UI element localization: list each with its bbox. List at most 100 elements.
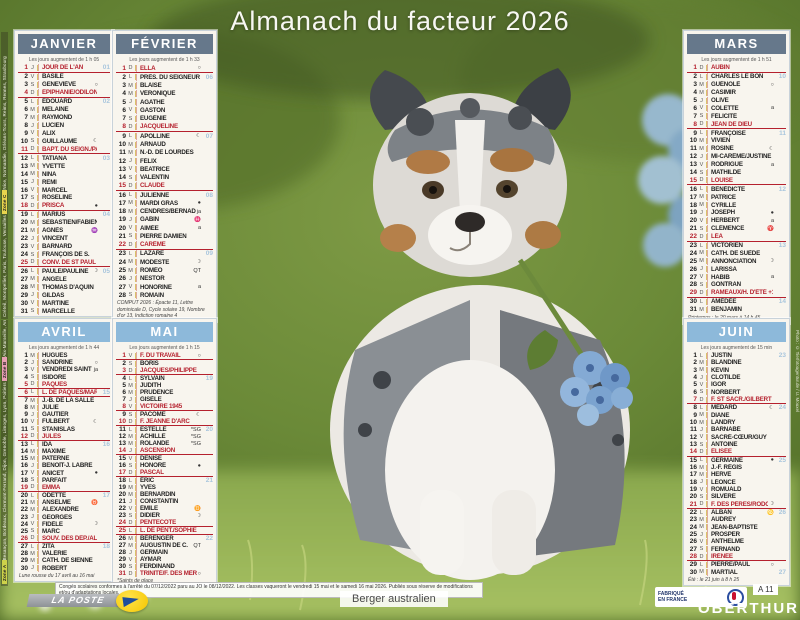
calendar-day-row: 28 J GERMAIN [116,549,213,556]
calendar-day-row: 30 M MARTIAL 27 [687,568,786,576]
day-number: 21 [689,225,697,233]
day-number: 29 [118,556,126,563]
calendar-day-row: 14 M NINA [18,170,110,178]
weekday-letter: L [28,98,38,105]
saint-name: ÉDOUARD [38,98,97,106]
calendar-day-row: 2 L PRÉS. DU SEIGNEUR 06 [116,73,213,81]
calendar-day-row: 8 D JACQUELINE [116,123,213,133]
month-days: 1 D ELLA ○ 2 L PRÉS. DU SEIGNEUR 06 3 M BLAISE 4 M VÉ… [115,64,214,299]
saint-name: VINCENT [38,235,97,243]
day-number: 6 [693,104,697,112]
fabrique-line2: EN FRANCE [658,597,688,603]
saint-name: CONV. DE ST PAUL [38,258,97,266]
calendar-day-row: 25 M ANNONCIATION ☽ [687,257,786,265]
weekday-letter: S [28,528,38,535]
saint-name: BENOÎT-J. LABRE [38,462,97,470]
weekday-letter: S [28,194,38,201]
week-number: 25 [778,456,786,464]
saint-name: BARNARD [38,243,97,251]
weekday-letter: M [126,208,136,215]
day-symbol: ○ [197,65,201,72]
calendar-day-row: 12 L TATIANA 03 [18,154,110,162]
calendar-day-row: 1 D AUBIN [687,64,786,73]
saint-name: ROSINE [707,145,768,153]
calendar-day-row: 26 M BÉRENGER 22 [116,535,213,542]
calendar-day-row: 18 D PRISCA ● [18,202,110,211]
day-number: 15 [20,178,28,186]
day-number: 12 [118,157,126,165]
saint-name: BLAISE [136,82,200,90]
weekday-letter: M [697,419,707,426]
month-title: FÉVRIER [116,34,213,54]
calendar-day-row: 2 J SANDRINE ○ [18,359,110,367]
day-number: 7 [122,396,126,403]
fabrique-en-france-badge: FABRIQUÉ EN FRANCE [655,587,747,607]
saint-name: DIDIER [136,512,195,519]
saint-name: ALBAN [707,509,766,517]
school-zones-strip-bottom: Zone A Besançon, Bordeaux, Clermont-Ferr… [1,320,8,586]
day-symbol: ☾ [93,418,98,425]
saint-name: KÉVIN [707,366,773,374]
weekday-letter: S [697,225,707,232]
weekday-letter: J [697,531,707,538]
day-symbol: ● [94,202,98,209]
calendar-day-row: 24 M CATH. DE SUÈDE [687,249,786,257]
week-number: 10 [778,73,786,81]
day-symbol: ○ [770,81,774,88]
weekday-letter: M [126,484,136,491]
calendar-day-row: 1 J JOUR DE L'AN 01 [18,64,110,73]
saint-name: MARC [38,527,97,535]
month-subtitle: Les jours augmentent de 15 min [700,344,773,351]
saint-name: MARCELLE [38,307,97,315]
day-number: 24 [20,520,28,528]
calendar-day-row: 18 S PARFAIT [18,476,110,484]
calendar-day-row: 2 V BASILE [18,73,110,81]
saint-name: GAUTIER [38,411,97,419]
calendar-day-row: 9 L FRANÇOISE 11 [687,129,786,137]
saint-name: VIVIEN [707,137,773,145]
weekday-letter: J [126,158,136,165]
week-number: 17 [102,492,110,500]
saint-name: GASTON [136,106,200,114]
saint-name: NESTOR [136,275,200,283]
weekday-letter: M [697,359,707,366]
calendar-day-row: 20 M SÉBASTIEN/FABIEN [18,219,110,227]
calendar-day-row: 8 M JULIE [18,404,110,412]
day-symbol: ☽ [93,521,98,528]
day-number: 4 [122,90,126,98]
saint-name: VICTORIEN [707,242,773,250]
weekday-letter: S [697,113,707,120]
day-symbol: ☾ [196,411,201,418]
weekday-letter: S [126,512,136,519]
weekday-letter: V [126,455,136,462]
day-symbol: a [770,161,774,168]
calendar-day-row: 22 L ALBAN ♋ 26 [687,509,786,517]
calendar-day-row: 23 J GEORGES [18,513,110,521]
weekday-letter: V [28,521,38,528]
calendar-day-row: 16 S HONORÉ ● [116,462,213,469]
weekday-letter: M [28,448,38,455]
day-number: 9 [24,129,28,137]
day-symbol: *SG [190,440,201,447]
calendar-day-row: 9 J GAUTIER [18,411,110,419]
day-symbol: ♉ [91,499,98,506]
day-symbol: a [197,284,201,291]
calendar-day-row: 12 J FÉLIX [116,157,213,165]
calendar-day-row: 27 S FERNAND [687,545,786,553]
calendar-janvier: JANVIER Les jours augmentent de 1 h 05 1… [14,30,114,317]
weekday-letter: J [28,292,38,299]
month-footer: *Saints de glace [117,578,154,584]
day-number: 18 [118,477,126,484]
day-number: 27 [20,275,28,283]
calendar-day-row: 29 V AYMAR [116,556,213,563]
calendar-day-row: 27 V HABIB a [687,273,786,281]
saint-name: MARTIAL [707,568,773,576]
week-number: 23 [778,352,786,360]
month-title: JUIN [687,322,786,342]
month-days: 1 V F. DU TRAVAIL ○ 2 S BORIS 3 D JACQUES/PHILIPP… [115,352,214,577]
calendar-day-row: 21 J CONSTANTIN [116,498,213,505]
day-number: 19 [118,216,126,224]
day-number: 10 [118,141,126,149]
